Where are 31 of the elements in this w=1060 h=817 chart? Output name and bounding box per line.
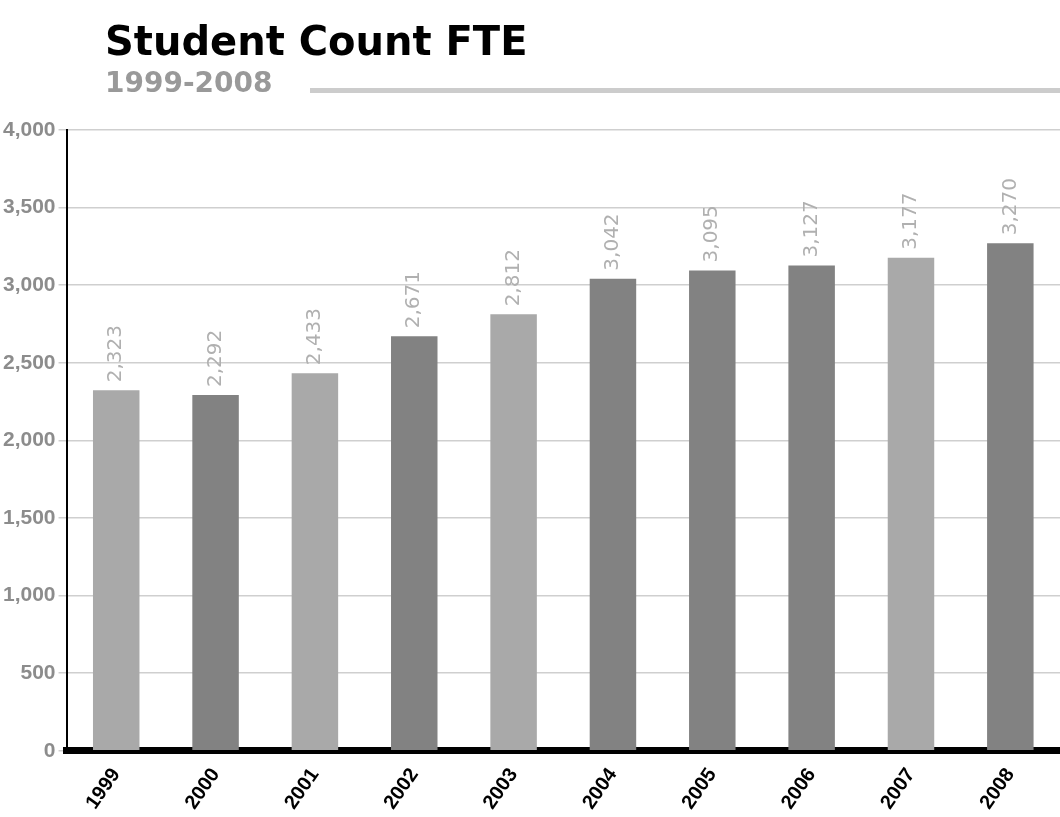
chart-subtitle: 1999-2008 [105,66,273,99]
y-tick-label: 1,000 [2,582,56,606]
bar [391,336,438,751]
y-tick-label: 500 [20,659,56,683]
data-label: 3,177 [897,192,922,250]
bar [490,314,537,751]
bar [689,270,736,751]
data-label: 3,127 [797,200,822,258]
data-label: 2,292 [201,329,226,388]
data-label: 2,323 [102,325,127,383]
bar [192,395,239,751]
y-tick-label: 2,500 [2,349,56,373]
data-label: 2,433 [301,307,326,366]
y-tick-label: 4,000 [2,116,56,140]
bar [92,390,140,751]
data-label: 2,812 [499,249,524,307]
y-tick-label: 3,000 [2,271,56,295]
y-tick-label: 2,000 [2,427,56,451]
bar [788,265,835,751]
y-tick-label: 3,500 [2,194,56,218]
data-label: 3,042 [599,213,624,271]
data-label: 2,671 [400,270,425,329]
bar [589,278,637,751]
data-label: 3,270 [996,178,1021,236]
y-tick-label: 1,500 [2,504,56,528]
data-label: 3,095 [698,205,723,263]
bar [291,373,339,751]
bar [887,257,935,751]
chart-title: Student Count FTE [105,18,528,64]
bar [987,243,1034,751]
y-tick-label: 0 [43,737,56,761]
